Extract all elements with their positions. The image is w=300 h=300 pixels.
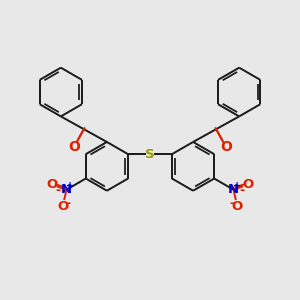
Text: -: - — [65, 197, 70, 210]
Text: O: O — [232, 200, 243, 212]
Text: +: + — [233, 181, 242, 191]
Text: -: - — [239, 184, 244, 197]
Text: O: O — [68, 140, 80, 154]
Text: -: - — [230, 197, 235, 210]
Text: N: N — [61, 183, 72, 196]
Text: O: O — [243, 178, 254, 191]
Text: O: O — [57, 200, 68, 212]
Text: O: O — [46, 178, 57, 191]
Text: -: - — [56, 184, 61, 197]
Text: N: N — [228, 183, 239, 196]
Text: S: S — [145, 148, 155, 161]
Text: O: O — [220, 140, 232, 154]
Text: +: + — [66, 181, 74, 191]
